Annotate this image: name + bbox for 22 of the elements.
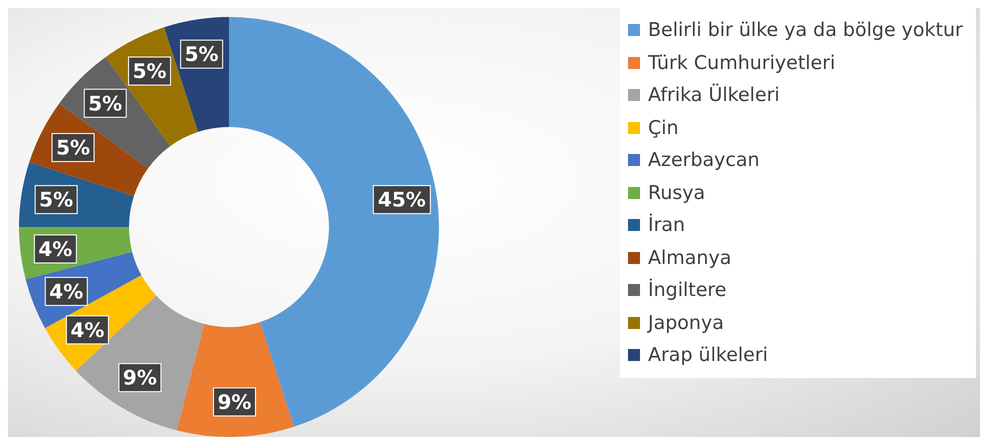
data-label: 45% xyxy=(378,188,426,212)
legend-label: Belirli bir ülke ya da bölge yoktur xyxy=(648,19,963,42)
data-label: 4% xyxy=(70,318,104,342)
data-label: 5% xyxy=(184,42,219,66)
legend-label: Türk Cumhuriyetleri xyxy=(648,52,836,74)
legend-label: Afrika Ülkeleri xyxy=(648,84,780,106)
data-label: 5% xyxy=(88,91,122,116)
legend-label: Rusya xyxy=(648,182,706,204)
data-label: 5% xyxy=(56,136,90,160)
legend-label: Azerbaycan xyxy=(648,149,760,172)
legend-label: Japonya xyxy=(648,312,724,334)
data-label: 5% xyxy=(39,188,74,212)
legend-label: Almanya xyxy=(648,246,732,269)
data-label: 4% xyxy=(49,279,84,304)
legend-label: İran xyxy=(648,214,686,236)
data-label: 9% xyxy=(122,366,157,390)
data-label: 9% xyxy=(218,390,252,414)
legend-label: Arap ülkeleri xyxy=(648,344,768,366)
legend-label: İngiltere xyxy=(648,279,726,302)
data-label: 4% xyxy=(38,236,72,261)
legend-label: Çin xyxy=(648,116,679,139)
data-label: 5% xyxy=(132,59,167,84)
